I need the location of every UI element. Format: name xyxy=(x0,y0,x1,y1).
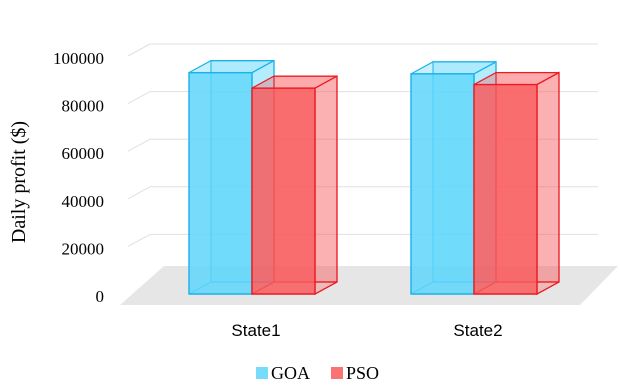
y-tick-label: 0 xyxy=(96,287,105,306)
grid-line-depth xyxy=(127,91,151,105)
bar-front-face xyxy=(188,71,253,295)
grid-line-depth xyxy=(127,233,151,247)
y-tick-label: 80000 xyxy=(62,97,105,116)
bar-pso-state2 xyxy=(473,71,560,296)
grid-line-depth xyxy=(127,138,151,152)
legend: GOA PSO xyxy=(256,363,379,383)
x-tick-label: State1 xyxy=(231,321,280,340)
y-axis-label: Daily profit ($) xyxy=(8,121,30,243)
x-tick-labels: State1 State2 xyxy=(231,321,502,340)
bar-pso-state1 xyxy=(251,75,338,296)
bar-side-face xyxy=(314,75,338,296)
y-tick-label: 60000 xyxy=(62,144,105,163)
y-tick-labels: 0 20000 40000 60000 80000 100000 xyxy=(53,49,104,306)
grid-line-depth xyxy=(127,43,151,57)
legend-swatch xyxy=(331,367,343,379)
bar-front-face xyxy=(251,87,316,295)
bar-front-face xyxy=(473,83,538,295)
y-tick-label: 100000 xyxy=(53,49,104,68)
grid-line-depth xyxy=(127,186,151,200)
y-tick-label: 40000 xyxy=(62,192,105,211)
x-tick-label: State2 xyxy=(453,321,502,340)
bar-front-face xyxy=(410,73,475,295)
bar-side-face xyxy=(536,71,560,296)
bars-layer xyxy=(188,59,560,296)
legend-label: GOA xyxy=(271,363,310,383)
legend-label: PSO xyxy=(346,363,379,383)
legend-swatch xyxy=(256,367,268,379)
y-tick-label: 20000 xyxy=(62,239,105,258)
